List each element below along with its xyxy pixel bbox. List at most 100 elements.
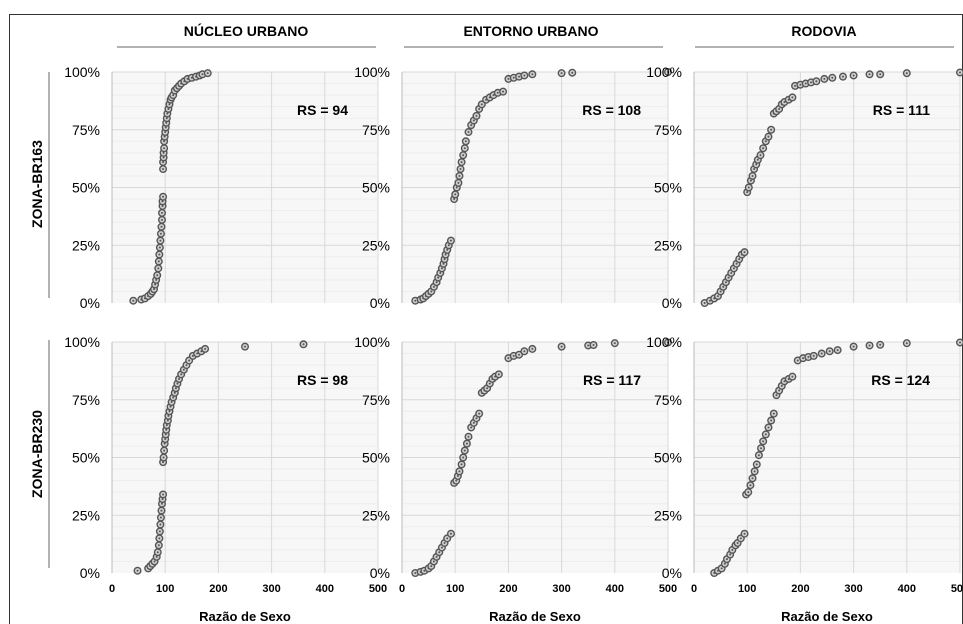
data-point-center [738,258,741,261]
data-point-center [836,349,839,352]
data-point-center [756,158,759,161]
data-point-center [455,479,458,482]
data-point-center [173,391,176,394]
data-point-center [753,168,756,171]
data-point-center [154,283,157,286]
y-tick-label: 75% [72,122,100,138]
data-point-center [455,186,458,189]
data-point-center [153,560,156,563]
data-point-center [739,537,742,540]
data-point-center [719,290,722,293]
y-tick-label: 0% [370,565,390,581]
data-point-center [757,454,760,457]
y-tick-label: 100% [354,334,390,350]
data-point-center [736,541,739,544]
rs-annotation: RS = 94 [297,102,348,118]
data-point-center [423,569,426,572]
data-point-center [163,140,166,143]
data-point-center [518,353,521,356]
data-point-center [188,359,191,362]
data-point-center [778,107,781,110]
data-point-center [464,140,467,143]
data-point-center [799,83,802,86]
row-header-br230: ZONA-BR230 [29,410,45,498]
data-point-center [828,350,831,353]
data-point-center [155,555,158,558]
y-tick-label: 75% [654,122,682,138]
data-point-center [703,302,706,304]
data-point-center [449,532,452,535]
data-point-center [467,131,470,134]
data-point-center [613,342,616,345]
data-point-center [180,373,183,376]
data-point-center [802,357,805,360]
y-tick-label: 100% [354,64,390,80]
data-point-center [497,373,500,376]
data-point-center [454,193,457,196]
data-point-center [478,412,481,415]
data-point-center [708,299,711,302]
data-point-center [161,502,164,505]
data-point-center [457,181,460,184]
data-point-center [172,94,175,97]
data-point-center [244,345,246,348]
data-point-center [759,154,762,157]
data-point-center [153,288,156,291]
data-point-center [523,350,526,353]
data-point-center [480,103,483,106]
data-point-center [959,71,961,74]
data-point-center [444,253,447,256]
data-point-center [463,147,466,150]
data-point-center [449,239,452,242]
data-point-center [746,191,749,194]
data-point-center [791,375,794,378]
data-point-center [162,195,165,198]
data-point-center [472,119,475,122]
y-tick-label: 25% [362,507,390,523]
data-point-center [762,147,765,150]
data-point-center [206,72,209,75]
data-point-center [727,276,730,279]
data-point-center [170,401,173,404]
data-point-center [432,285,435,288]
data-point-center [437,276,440,279]
rs-annotation: RS = 111 [873,102,930,118]
data-point-center [462,154,465,157]
data-point-center [767,426,770,429]
data-point-center [815,80,818,83]
data-point-center [731,548,734,551]
data-point-center [770,128,773,131]
data-point-center [163,442,166,445]
data-point-center [841,75,844,78]
data-point-center [414,299,417,302]
y-tick-label: 0% [370,295,390,311]
x-tick-label: 200 [499,583,517,595]
data-point-center [164,433,167,436]
data-point-center [868,344,871,347]
data-point-center [165,117,168,120]
data-point-center [743,251,746,254]
y-tick-label: 75% [654,392,682,408]
data-point-center [442,262,445,265]
data-point-center [724,281,727,284]
x-tick-label: 0 [399,583,405,595]
data-point-center [775,394,778,397]
data-point-center [435,281,438,284]
data-point-center [780,384,783,387]
data-point-center [159,232,162,235]
data-point-center [667,341,669,344]
data-point-center [176,382,179,385]
data-point-center [820,352,823,355]
data-point-center [458,470,461,473]
data-point-center [512,76,515,79]
data-point-center [722,285,725,288]
data-point-center [162,456,165,459]
data-point-center [453,198,456,201]
data-point-center [432,560,435,563]
data-point-center [751,174,754,177]
x-tick-label: 300 [552,583,570,595]
data-point-center [518,75,521,78]
data-point-center [132,299,135,302]
data-point-center [172,396,175,399]
data-point-center [747,186,750,189]
